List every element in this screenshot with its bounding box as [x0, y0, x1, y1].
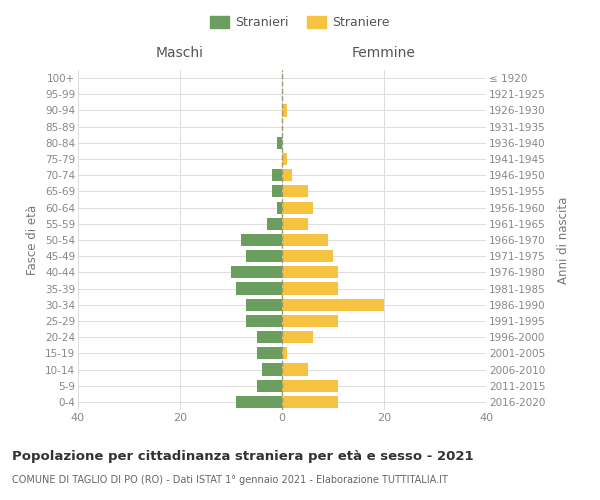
Bar — [282, 364, 308, 376]
Bar — [282, 202, 313, 213]
Y-axis label: Fasce di età: Fasce di età — [26, 205, 40, 275]
Bar — [277, 202, 282, 213]
Bar — [257, 380, 282, 392]
Bar — [282, 282, 338, 294]
Bar — [282, 250, 333, 262]
Bar — [272, 169, 282, 181]
Text: Femmine: Femmine — [352, 46, 416, 60]
Bar — [282, 331, 313, 343]
Bar — [267, 218, 282, 230]
Bar — [247, 298, 282, 311]
Text: Popolazione per cittadinanza straniera per età e sesso - 2021: Popolazione per cittadinanza straniera p… — [12, 450, 473, 463]
Text: COMUNE DI TAGLIO DI PO (RO) - Dati ISTAT 1° gennaio 2021 - Elaborazione TUTTITAL: COMUNE DI TAGLIO DI PO (RO) - Dati ISTAT… — [12, 475, 448, 485]
Bar — [282, 315, 338, 327]
Y-axis label: Anni di nascita: Anni di nascita — [557, 196, 569, 284]
Bar — [282, 169, 292, 181]
Bar — [257, 348, 282, 360]
Bar — [282, 396, 338, 408]
Bar — [282, 218, 308, 230]
Bar — [231, 266, 282, 278]
Bar — [282, 266, 338, 278]
Bar — [247, 250, 282, 262]
Bar — [241, 234, 282, 246]
Bar — [282, 153, 287, 165]
Bar — [236, 282, 282, 294]
Bar — [282, 348, 287, 360]
Bar — [282, 104, 287, 117]
Bar — [282, 298, 384, 311]
Bar — [262, 364, 282, 376]
Bar — [257, 331, 282, 343]
Legend: Stranieri, Straniere: Stranieri, Straniere — [205, 11, 395, 34]
Bar — [282, 234, 328, 246]
Bar — [236, 396, 282, 408]
Text: Maschi: Maschi — [156, 46, 204, 60]
Bar — [282, 380, 338, 392]
Bar — [277, 137, 282, 149]
Bar — [247, 315, 282, 327]
Bar — [272, 186, 282, 198]
Bar — [282, 186, 308, 198]
